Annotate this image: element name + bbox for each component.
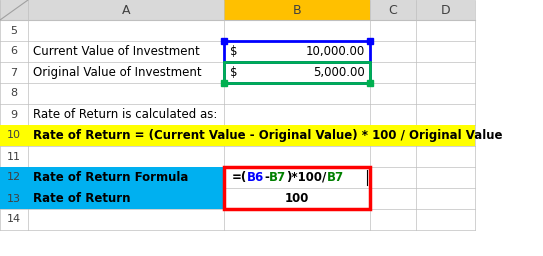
Bar [0,125,475,146]
Text: B: B [293,4,301,16]
Bar [0,167,475,188]
Bar [0,83,475,104]
Bar [0,104,475,125]
Text: $: $ [230,66,237,79]
Text: Current Value of Investment: Current Value of Investment [33,45,200,58]
Text: 5: 5 [10,26,17,36]
Text: 6: 6 [10,47,17,57]
Bar [0,41,475,62]
Text: 8: 8 [10,89,17,99]
Text: )*100/: )*100/ [287,171,327,184]
Bar [28,0,224,20]
Bar [0,167,224,188]
Bar [0,188,224,209]
Bar [0,20,475,41]
Text: 100: 100 [285,192,309,205]
Text: D: D [441,4,450,16]
Bar [224,41,370,62]
Text: Rate of Return: Rate of Return [33,192,130,205]
Text: 13: 13 [7,194,21,204]
Text: Original Value of Investment: Original Value of Investment [33,66,201,79]
Text: Rate of Return = (Current Value - Original Value) * 100 / Original Value: Rate of Return = (Current Value - Origin… [33,129,502,142]
Bar [370,0,416,20]
Text: 12: 12 [7,173,21,183]
Bar [224,0,370,20]
Text: C: C [389,4,397,16]
Bar [416,0,475,20]
Bar [0,188,475,209]
Bar [0,0,28,20]
Bar [0,0,28,20]
Text: B7: B7 [269,171,287,184]
Text: 10: 10 [7,131,21,141]
Text: $: $ [230,45,237,58]
Bar [0,146,475,167]
Text: 5,000.00: 5,000.00 [313,66,365,79]
Text: -: - [264,171,269,184]
Text: 9: 9 [10,110,17,120]
Bar [0,125,475,146]
Text: B6: B6 [247,171,264,184]
Text: 11: 11 [7,152,21,162]
Text: =(: =( [232,171,247,184]
Bar [224,62,370,83]
Text: Rate of Return is calculated as:: Rate of Return is calculated as: [33,108,217,121]
Text: 10,000.00: 10,000.00 [306,45,365,58]
Text: 7: 7 [10,68,17,78]
Bar [224,62,370,83]
Bar [224,167,370,209]
Text: A: A [122,4,130,16]
Bar [0,62,475,83]
Text: B7: B7 [327,171,344,184]
Text: Rate of Return Formula: Rate of Return Formula [33,171,188,184]
Bar [0,209,475,230]
Text: 14: 14 [7,215,21,225]
